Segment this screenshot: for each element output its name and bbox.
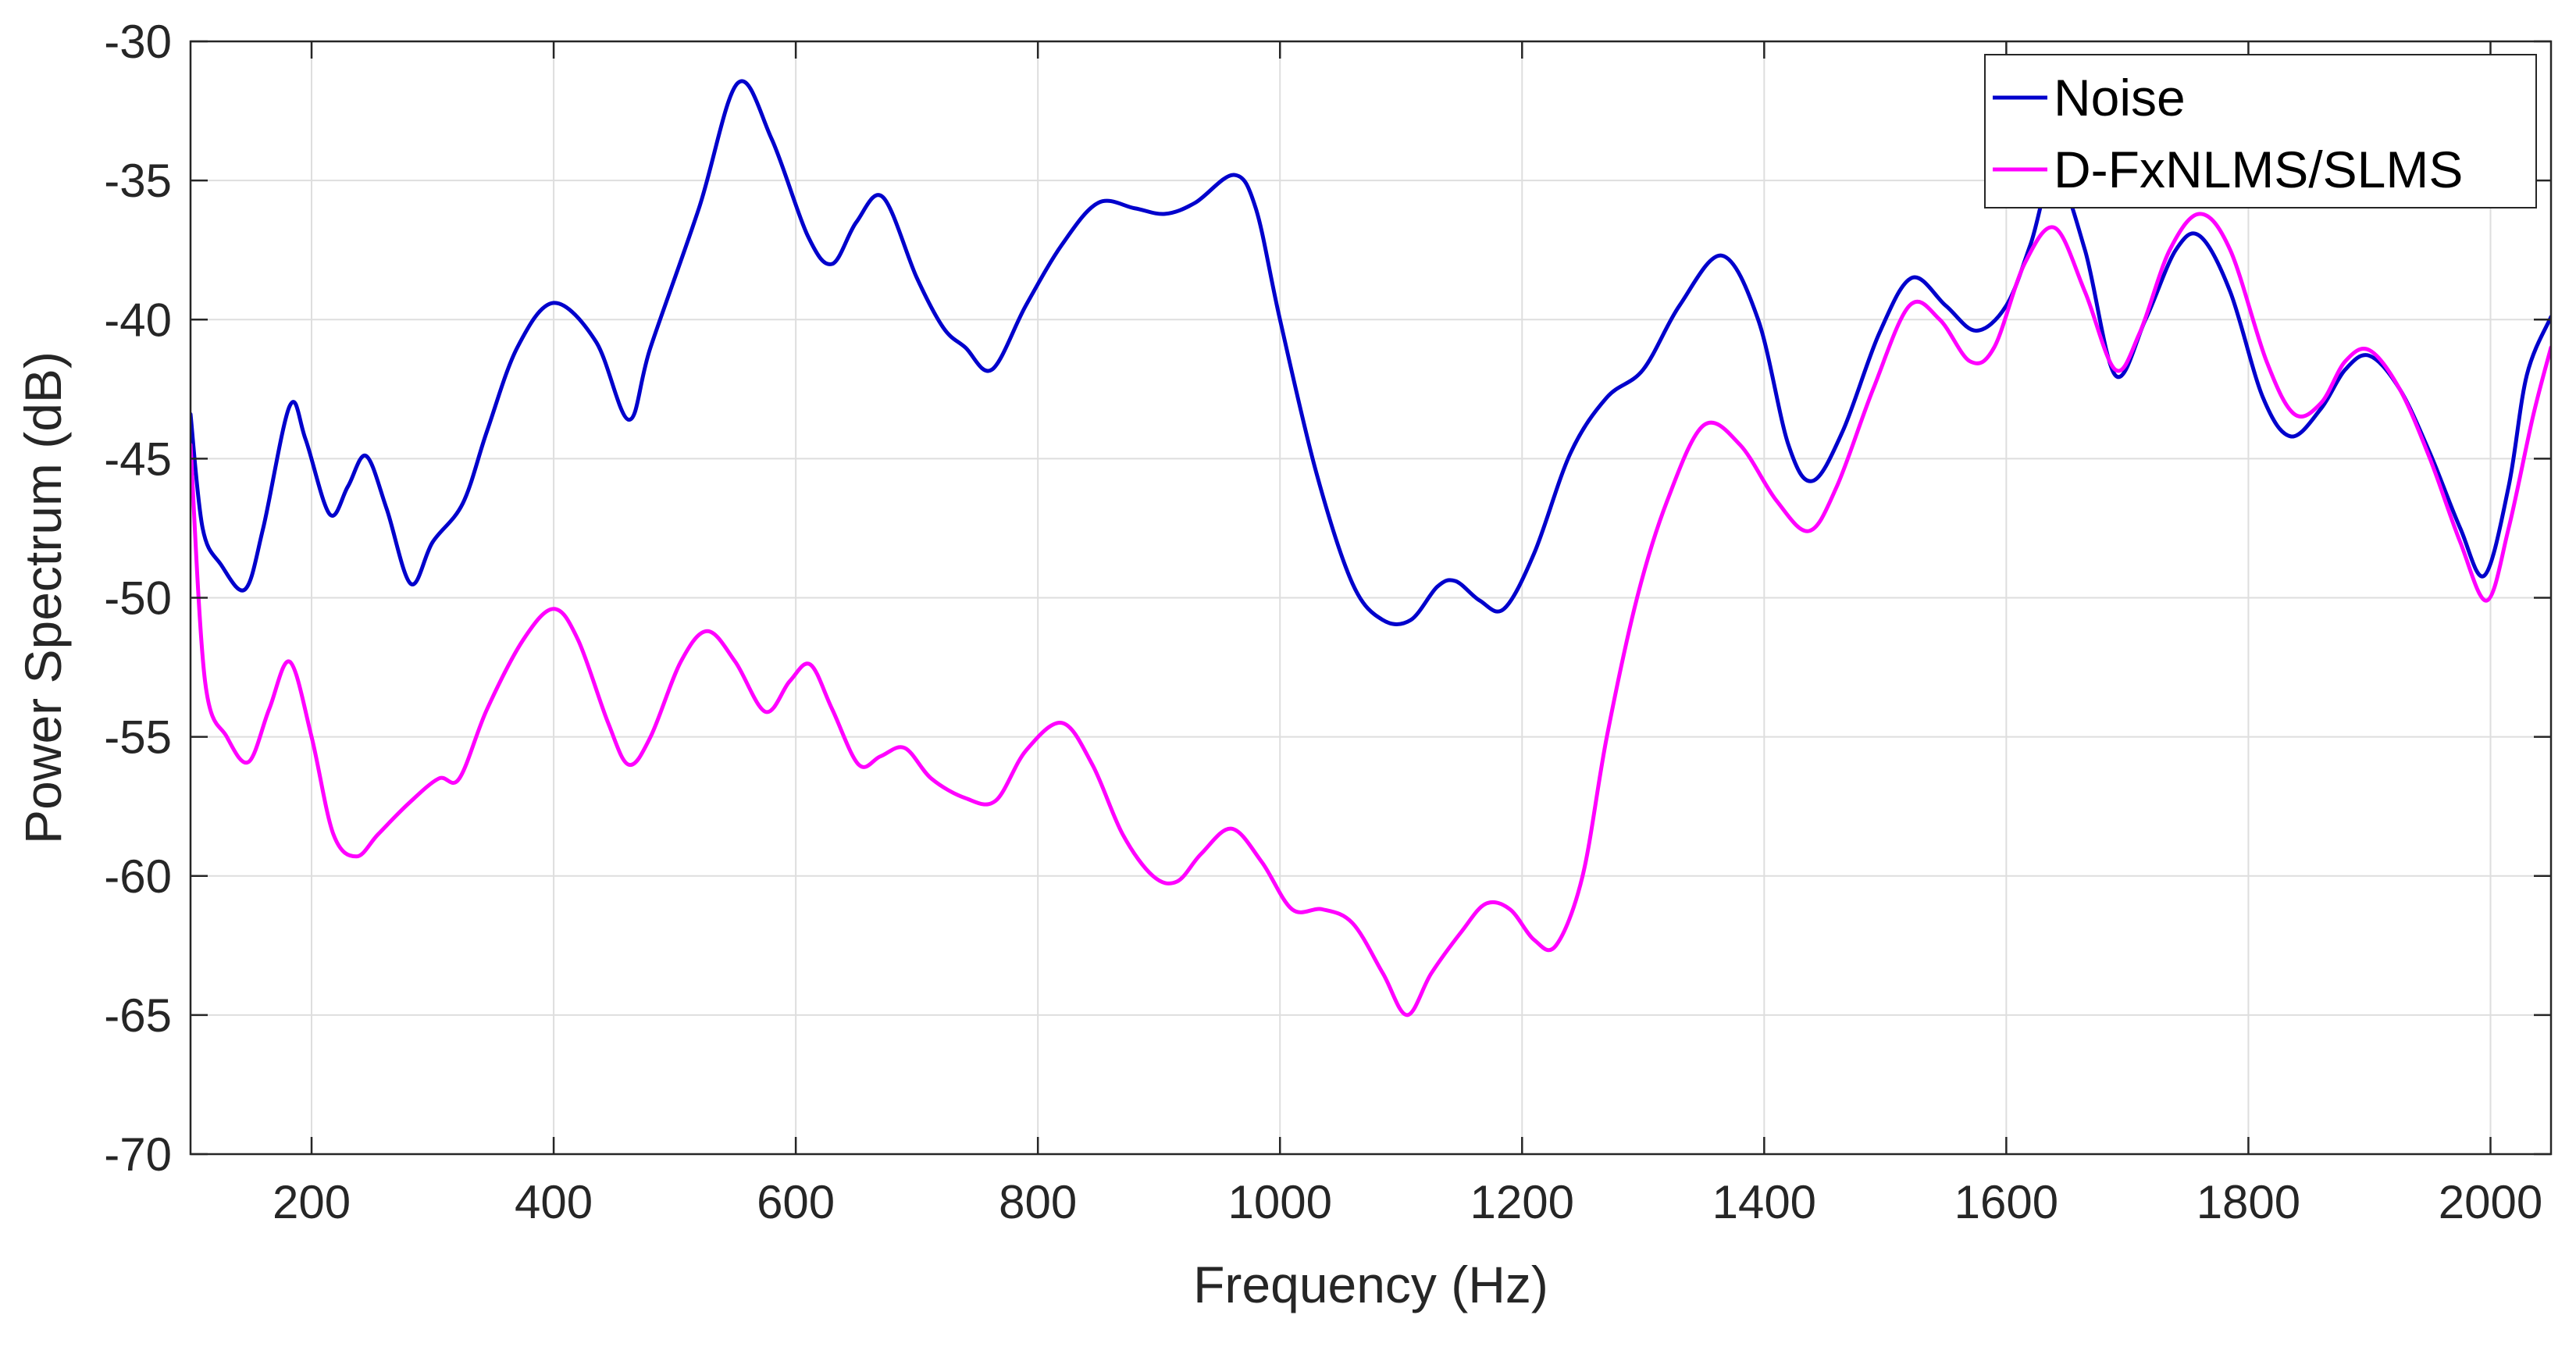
x-tick-label: 600 (757, 1176, 835, 1228)
x-tick-label: 1200 (1470, 1176, 1574, 1228)
y-tick-label: -35 (104, 155, 172, 207)
y-tick-label: -70 (104, 1128, 172, 1181)
x-tick-label: 200 (273, 1176, 351, 1228)
y-tick-label: -40 (104, 294, 172, 346)
series-line-d-fxnlms-slms (191, 212, 2551, 1017)
legend-label-d-fxnlms-slms: D-FxNLMS/SLMS (2054, 141, 2463, 198)
y-tick-label: -65 (104, 989, 172, 1042)
y-tick-labels: -30 -35 -40 -45 -50 -55 -60 -65 -70 (104, 16, 172, 1181)
legend-box (1984, 54, 2537, 208)
axis-ticks (191, 40, 2551, 1156)
y-axis-label: Power Spectrum (dB) (14, 351, 72, 844)
x-tick-labels: 200 400 600 800 1000 1200 1400 1600 1800 2000 (273, 1176, 2542, 1228)
x-tick-label: 800 (999, 1176, 1077, 1228)
y-tick-label: -45 (104, 433, 172, 485)
y-tick-label: -55 (104, 711, 172, 764)
y-tick-label: -30 (104, 16, 172, 68)
y-tick-label: -50 (104, 572, 172, 625)
x-tick-label: 1000 (1227, 1176, 1331, 1228)
series-line-noise (191, 79, 2551, 627)
x-tick-label: 1800 (2197, 1176, 2300, 1228)
legend: Noise D-FxNLMS/SLMS (1984, 54, 2537, 208)
x-tick-label: 400 (515, 1176, 593, 1228)
series-lines (191, 79, 2551, 1017)
y-tick-label: -60 (104, 850, 172, 903)
x-tick-label: 1600 (1954, 1176, 2058, 1228)
x-tick-label: 2000 (2439, 1176, 2542, 1228)
x-tick-label: 1400 (1712, 1176, 1816, 1228)
legend-label-noise: Noise (2054, 69, 2186, 127)
x-axis-label: Frequency (Hz) (1193, 1256, 1548, 1313)
